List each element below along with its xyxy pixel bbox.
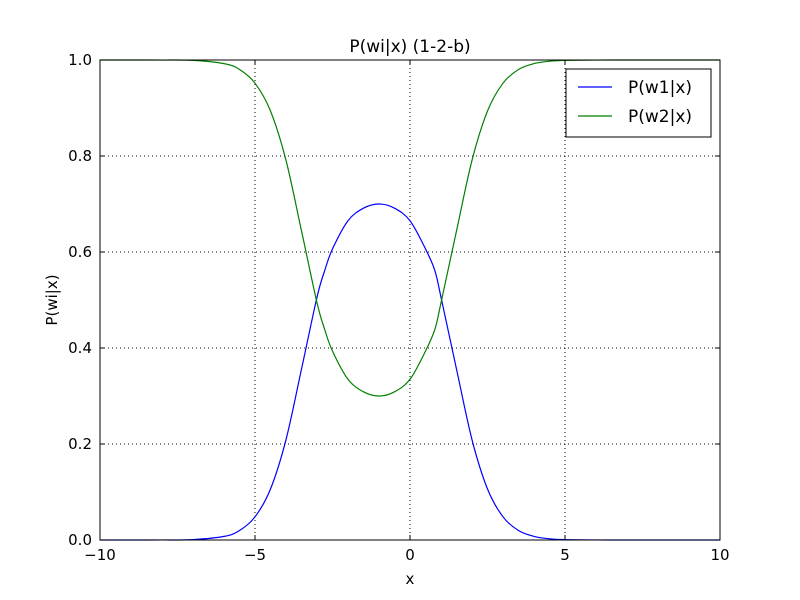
x-tick-label: −10: [84, 546, 116, 564]
x-axis-label: x: [406, 570, 415, 588]
legend-label-1: P(w1|x): [628, 78, 692, 98]
y-tick-label: 0.4: [68, 339, 92, 357]
x-tick-label: 0: [405, 546, 415, 564]
grid: [100, 60, 720, 540]
series-line-2: [99, 59, 720, 397]
legend: P(w1|x) P(w2|x): [565, 68, 712, 138]
y-tick-label: 1.0: [68, 51, 92, 69]
y-tick-label: 0.6: [68, 243, 92, 261]
legend-label-2: P(w2|x): [628, 107, 692, 127]
x-tick-label: 10: [710, 546, 729, 564]
y-tick-label: 0.8: [68, 147, 92, 165]
x-tick-label: 5: [560, 546, 570, 564]
x-tick-label: −5: [244, 546, 266, 564]
y-axis-label: P(wi|x): [43, 274, 61, 325]
series-line-1: [99, 203, 720, 541]
legend-box: [565, 68, 712, 138]
y-tick-label: 0.2: [68, 435, 92, 453]
chart-title: P(wi|x) (1-2-b): [349, 37, 470, 57]
y-tick-label: 0.0: [68, 531, 92, 549]
axis-ticks: −10 −5 0 5 10 0.0 0.2 0.4 0.6 0.8 1.0: [68, 51, 729, 564]
series-layer: [99, 59, 720, 541]
